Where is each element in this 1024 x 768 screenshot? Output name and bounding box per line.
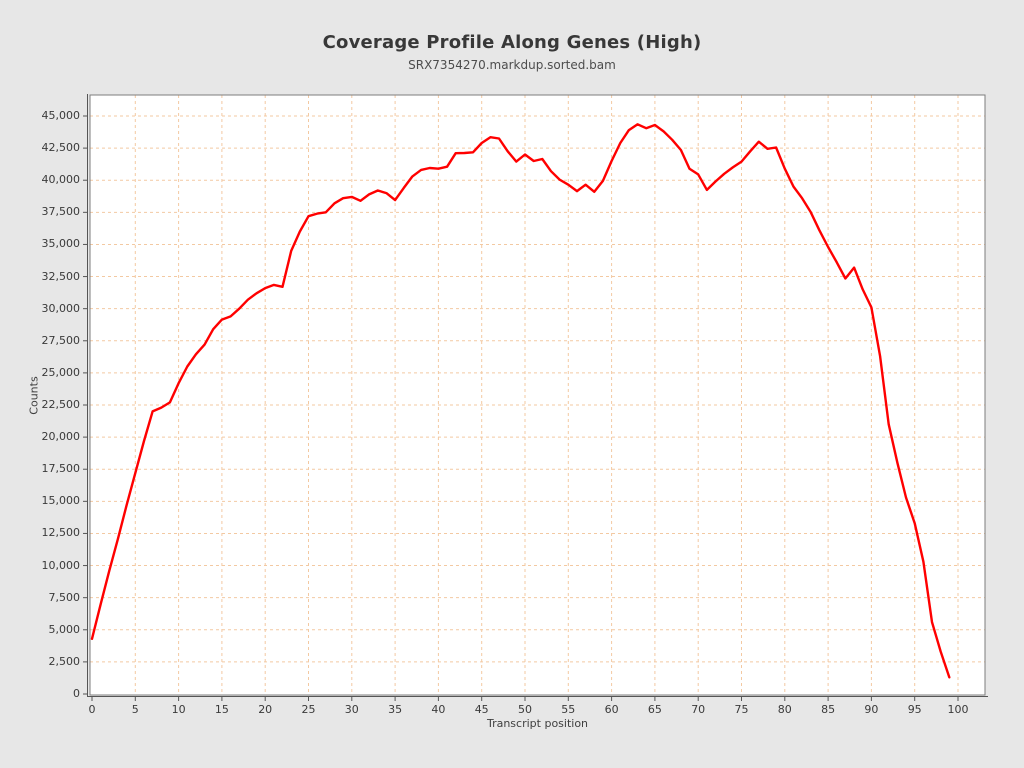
x-tick-label: 10	[171, 703, 186, 716]
y-tick-label: 45,000	[41, 109, 81, 122]
x-tick-label: 20	[258, 703, 273, 716]
x-tick-label: 25	[301, 703, 316, 716]
plot-frame	[89, 94, 986, 696]
x-tick-label: 60	[604, 703, 619, 716]
x-tick-label: 65	[647, 703, 662, 716]
y-tick-label: 20,000	[41, 430, 81, 444]
x-tick-label: 0	[88, 703, 96, 716]
x-tick-label: 40	[431, 703, 446, 716]
x-tick-label: 75	[734, 703, 749, 716]
x-tick-label: 35	[388, 703, 403, 716]
y-tick-label: 10,000	[41, 558, 81, 572]
y-tick-label: 2,500	[48, 654, 81, 668]
chart-title: Coverage Profile Along Genes (High)	[322, 32, 702, 53]
x-tick-label: 70	[691, 703, 706, 716]
x-tick-label: 50	[518, 703, 532, 716]
y-tick-label: 25,000	[41, 365, 81, 379]
y-tick-label: 17,500	[41, 462, 81, 476]
y-tick-label: 7,500	[48, 590, 81, 604]
x-tick-label: 5	[131, 703, 139, 716]
y-tick-label: 30,000	[41, 301, 81, 315]
y-tick-label: 27,500	[41, 333, 81, 347]
x-tick-label: 15	[214, 703, 229, 716]
x-tick-label: 95	[907, 703, 922, 716]
x-tick-label: 90	[864, 703, 879, 716]
y-tick-label: 5,000	[48, 622, 81, 636]
y-tick-label: 42,500	[41, 141, 81, 155]
x-tick-label: 30	[344, 703, 359, 716]
x-tick-label: 80	[777, 703, 792, 716]
x-tick-label: 45	[474, 703, 489, 716]
y-tick-label: 12,500	[41, 526, 81, 540]
y-tick-label: 32,500	[41, 269, 81, 283]
x-tick-label: 85	[821, 703, 836, 716]
y-tick-label: 15,000	[41, 494, 81, 508]
y-tick-label: 40,000	[41, 173, 81, 187]
x-axis-title: Transcript position	[486, 717, 589, 730]
x-tick-label: 55	[561, 703, 576, 716]
chart-subtitle: SRX7354270.markdup.sorted.bam	[408, 58, 616, 72]
y-tick-label: 0	[73, 687, 80, 700]
y-tick-label: 35,000	[41, 237, 81, 251]
y-tick-label: 22,500	[41, 398, 81, 411]
x-tick-label: 100	[947, 703, 969, 716]
y-tick-label: 37,500	[41, 205, 81, 219]
plot-background	[90, 95, 985, 695]
coverage-series-line	[90, 123, 951, 679]
